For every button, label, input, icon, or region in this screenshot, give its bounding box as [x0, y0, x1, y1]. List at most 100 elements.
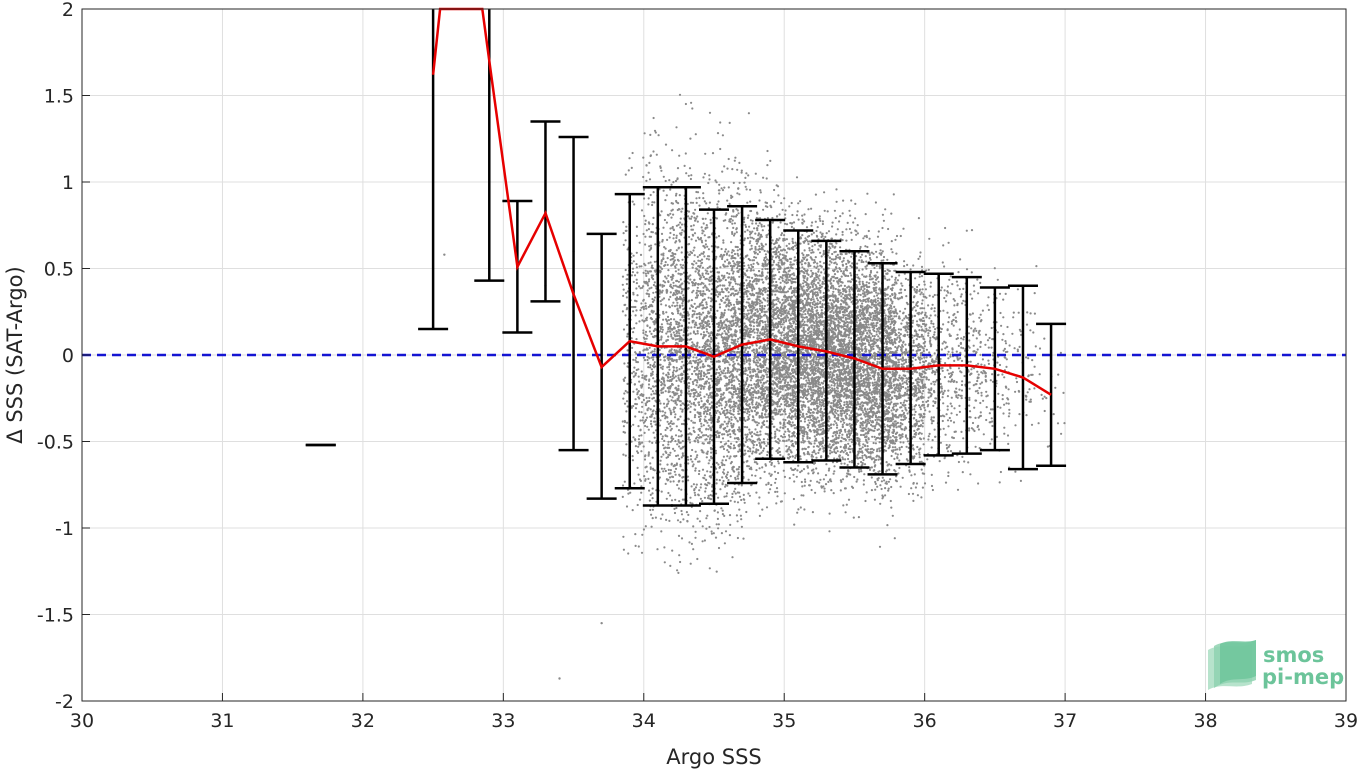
scatter-point [736, 340, 739, 343]
scatter-point [692, 392, 695, 395]
scatter-point [718, 183, 721, 186]
scatter-point [660, 336, 663, 339]
scatter-point [657, 134, 660, 137]
scatter-point [652, 116, 655, 120]
scatter-point [676, 418, 679, 421]
scatter-point [678, 304, 681, 307]
scatter-point [719, 147, 722, 151]
scatter-point [720, 378, 723, 381]
scatter-point [724, 248, 728, 251]
scatter-point [716, 206, 719, 209]
scatter-point [679, 278, 682, 281]
scatter-point [632, 291, 635, 294]
scatter-point [746, 396, 749, 399]
scatter-point [705, 428, 708, 431]
scatter-point [680, 537, 684, 540]
scatter-point [636, 361, 640, 364]
scatter-point [673, 410, 676, 413]
scatter-point [687, 300, 690, 303]
scatter-point [650, 425, 653, 428]
scatter-point [743, 216, 746, 219]
scatter-point [654, 285, 657, 288]
scatter-point [736, 323, 739, 326]
scatter-point [776, 448, 779, 452]
scatter-point [778, 213, 781, 216]
scatter-point [664, 275, 667, 278]
scatter-point [779, 396, 783, 399]
scatter-point [748, 319, 751, 322]
scatter-point [702, 230, 705, 233]
scatter-point [672, 392, 676, 395]
scatter-point [738, 412, 741, 415]
scatter-point [772, 299, 776, 302]
scatter-point [736, 283, 740, 286]
scatter-point [641, 394, 644, 397]
scatter-point [707, 320, 710, 323]
scatter-point [747, 450, 750, 453]
scatter-point [722, 455, 726, 458]
scatter-point [756, 240, 760, 243]
scatter-point [762, 447, 766, 450]
scatter-point [664, 264, 667, 267]
scatter-point [687, 479, 690, 482]
scatter-point [730, 341, 733, 344]
scatter-point [710, 336, 713, 339]
scatter-point [694, 133, 697, 136]
scatter-point [644, 479, 647, 482]
scatter-point [672, 400, 675, 403]
scatter-point [731, 219, 734, 222]
scatter-point [728, 357, 731, 360]
scatter-point [701, 327, 704, 330]
scatter-point [668, 179, 671, 182]
scatter-point [676, 304, 679, 307]
scatter-point [727, 331, 730, 334]
scatter-point [677, 312, 680, 315]
scatter-point [723, 311, 726, 314]
scatter-point [747, 492, 750, 495]
scatter-point [779, 362, 782, 365]
scatter-point [679, 273, 682, 276]
scatter-point [665, 290, 668, 293]
scatter-point [694, 332, 697, 336]
scatter-point [710, 300, 713, 303]
scatter-point [731, 272, 735, 275]
scatter-point [725, 336, 728, 339]
scatter-point [678, 194, 681, 197]
scatter-point [718, 192, 721, 195]
scatter-point [659, 402, 662, 405]
scatter-point [775, 409, 778, 412]
scatter-point [672, 181, 675, 184]
scatter-point [654, 410, 658, 413]
scatter-point [708, 289, 711, 292]
scatter-point [674, 338, 677, 341]
scatter-point [726, 425, 729, 428]
scatter-point [725, 492, 729, 495]
scatter-point [682, 518, 685, 521]
scatter-point [704, 152, 707, 155]
scatter-point [760, 315, 763, 318]
scatter-point [729, 374, 732, 377]
scatter-point [699, 486, 702, 489]
scatter-point [744, 400, 747, 403]
scatter-point [677, 480, 680, 483]
scatter-point [708, 408, 712, 411]
scatter-point [664, 179, 667, 183]
scatter-point [651, 413, 654, 416]
scatter-point [761, 229, 764, 232]
scatter-point [716, 430, 719, 433]
scatter-point [733, 500, 736, 503]
scatter-point [624, 376, 627, 379]
scatter-point [719, 395, 723, 398]
scatter-point [718, 350, 721, 353]
scatter-point [647, 352, 650, 355]
scatter-point [694, 486, 698, 489]
scatter-point [671, 149, 674, 152]
scatter-point [707, 258, 711, 261]
scatter-point [726, 411, 729, 414]
scatter-point [710, 421, 713, 424]
scatter-point [679, 400, 682, 403]
scatter-point [634, 351, 637, 354]
scatter-point [774, 242, 777, 245]
scatter-point [675, 201, 678, 204]
scatter-point [703, 255, 706, 258]
